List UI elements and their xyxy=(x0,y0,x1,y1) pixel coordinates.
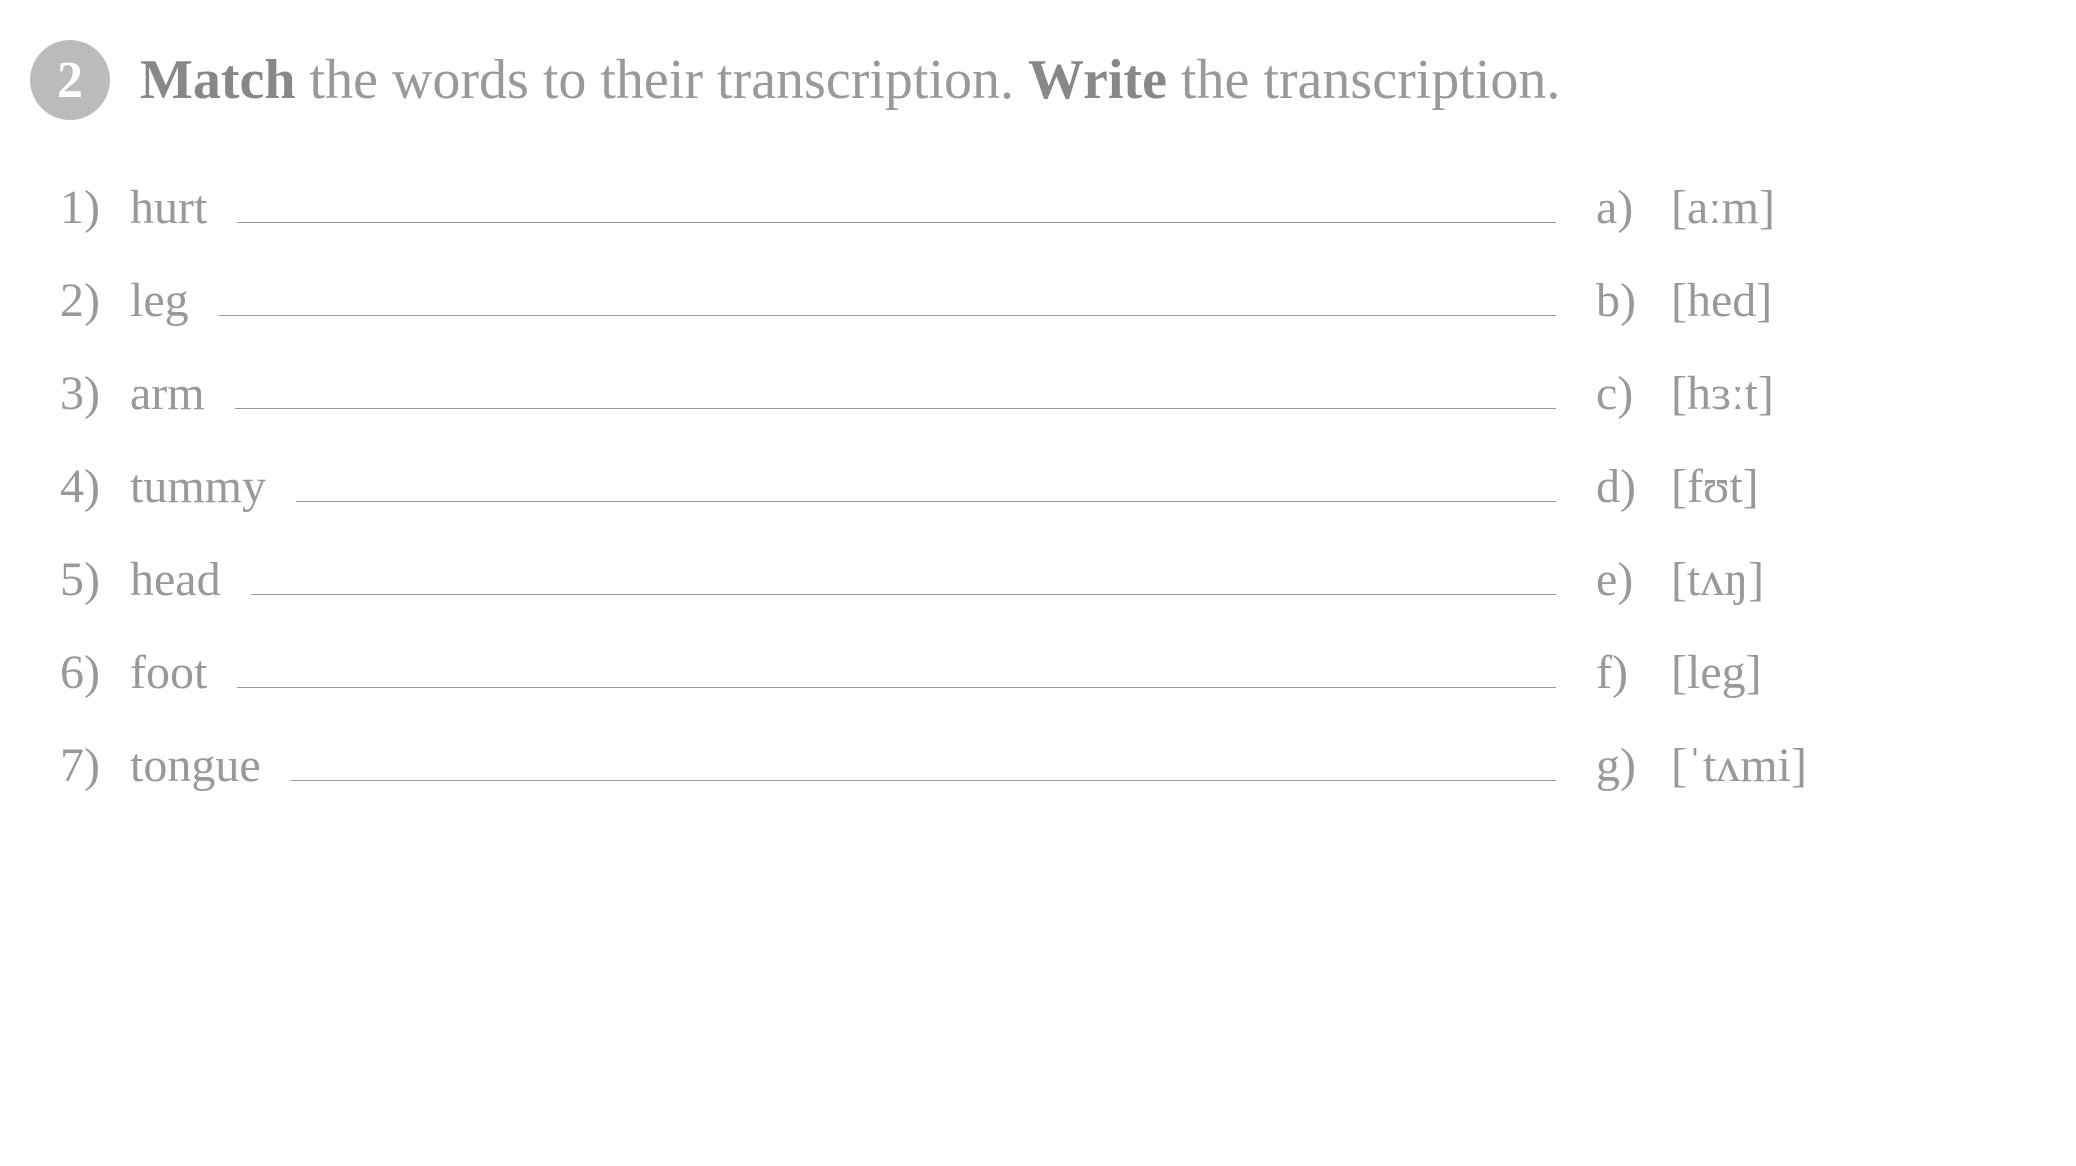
transcription-text: [hed] xyxy=(1671,273,1772,328)
item-number: 5) xyxy=(60,552,130,607)
exercise-header: 2 Match the words to their transcription… xyxy=(30,40,2046,120)
instruction-text: Match the words to their transcription. … xyxy=(140,40,2046,112)
transcription-text: [leg] xyxy=(1671,645,1762,700)
item-number: 2) xyxy=(60,273,130,328)
answer-blank[interactable] xyxy=(296,462,1556,502)
item-word: tummy xyxy=(130,459,266,514)
option-letter: d) xyxy=(1596,459,1671,514)
instruction-bold-1: Match xyxy=(140,49,296,111)
option-letter: g) xyxy=(1596,738,1671,793)
exercise-row: 3) arm c) [hɜːt] xyxy=(60,366,2046,421)
item-word: arm xyxy=(130,366,205,421)
item-word: hurt xyxy=(130,180,207,235)
left-item: 4) tummy xyxy=(60,459,1556,514)
item-number: 3) xyxy=(60,366,130,421)
option-letter: a) xyxy=(1596,180,1671,235)
item-word: tongue xyxy=(130,738,261,793)
transcription-text: [aːm] xyxy=(1671,180,1775,235)
exercise-row: 4) tummy d) [fʊt] xyxy=(60,459,2046,514)
answer-blank[interactable] xyxy=(237,648,1556,688)
option-letter: f) xyxy=(1596,645,1671,700)
transcription-text: [hɜːt] xyxy=(1671,366,1774,421)
item-number: 7) xyxy=(60,738,130,793)
option-letter: e) xyxy=(1596,552,1671,607)
answer-blank[interactable] xyxy=(219,276,1556,316)
option-letter: c) xyxy=(1596,366,1671,421)
transcription-text: [tʌŋ] xyxy=(1671,552,1764,607)
item-word: foot xyxy=(130,645,207,700)
answer-blank[interactable] xyxy=(291,741,1556,781)
left-item: 6) foot xyxy=(60,645,1556,700)
left-item: 3) arm xyxy=(60,366,1556,421)
exercise-row: 1) hurt a) [aːm] xyxy=(60,180,2046,235)
option-letter: b) xyxy=(1596,273,1671,328)
item-number: 4) xyxy=(60,459,130,514)
right-item: g) [ˈtʌmi] xyxy=(1596,738,2046,793)
item-number: 1) xyxy=(60,180,130,235)
exercise-row: 6) foot f) [leg] xyxy=(60,645,2046,700)
instruction-part-1: the words to their transcription. xyxy=(296,49,1029,111)
exercise-row: 5) head e) [tʌŋ] xyxy=(60,552,2046,607)
answer-blank[interactable] xyxy=(237,183,1556,223)
item-number: 6) xyxy=(60,645,130,700)
right-item: c) [hɜːt] xyxy=(1596,366,2046,421)
left-item: 2) leg xyxy=(60,273,1556,328)
answer-blank[interactable] xyxy=(251,555,1556,595)
answer-blank[interactable] xyxy=(235,369,1556,409)
left-item: 5) head xyxy=(60,552,1556,607)
exercise-content: 1) hurt a) [aːm] 2) leg b) [hed] 3) arm … xyxy=(30,180,2046,793)
instruction-bold-2: Write xyxy=(1028,49,1167,111)
exercise-row: 2) leg b) [hed] xyxy=(60,273,2046,328)
exercise-row: 7) tongue g) [ˈtʌmi] xyxy=(60,738,2046,793)
left-item: 7) tongue xyxy=(60,738,1556,793)
instruction-part-2: the transcription. xyxy=(1167,49,1560,111)
transcription-text: [ˈtʌmi] xyxy=(1671,738,1807,793)
exercise-number-badge: 2 xyxy=(30,40,110,120)
right-item: b) [hed] xyxy=(1596,273,2046,328)
left-item: 1) hurt xyxy=(60,180,1556,235)
right-item: a) [aːm] xyxy=(1596,180,2046,235)
right-item: e) [tʌŋ] xyxy=(1596,552,2046,607)
transcription-text: [fʊt] xyxy=(1671,459,1759,514)
right-item: f) [leg] xyxy=(1596,645,2046,700)
item-word: leg xyxy=(130,273,189,328)
right-item: d) [fʊt] xyxy=(1596,459,2046,514)
item-word: head xyxy=(130,552,221,607)
